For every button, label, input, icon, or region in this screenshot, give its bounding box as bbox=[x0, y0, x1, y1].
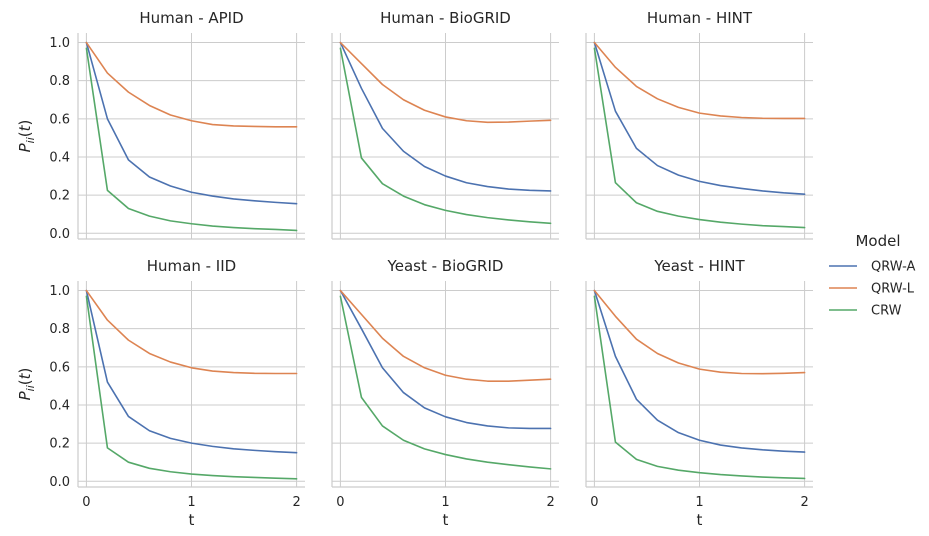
panel-title: Human - APID bbox=[139, 9, 243, 27]
x-tick-label: 1 bbox=[695, 495, 703, 510]
panel-title: Human - IID bbox=[147, 257, 236, 275]
legend-title: Model bbox=[855, 232, 900, 250]
x-tick-label: 0 bbox=[82, 495, 90, 510]
panel-title: Human - HINT bbox=[647, 9, 753, 27]
y-axis-label-subscript: ii bbox=[24, 385, 37, 391]
panel-title: Human - BioGRID bbox=[380, 9, 511, 27]
series-line-qrw-l bbox=[593, 289, 806, 375]
legend-label: CRW bbox=[871, 304, 902, 319]
facet-panel: Human - BioGRID bbox=[331, 9, 559, 240]
y-axis-label-p: P bbox=[16, 390, 34, 400]
panels-layer: Human - APID0.00.20.40.60.81.0Pii(t)Huma… bbox=[16, 9, 813, 529]
y-axis-label-p: P bbox=[16, 142, 34, 152]
y-tick-label: 0.0 bbox=[49, 227, 70, 242]
x-tick-label: 1 bbox=[187, 495, 195, 510]
x-tick-label: 0 bbox=[590, 495, 598, 510]
legend-label: QRW-A bbox=[871, 260, 915, 275]
y-axis-label-t: t bbox=[16, 372, 34, 379]
y-axis-label-close: ) bbox=[16, 120, 34, 126]
legend-label: QRW-L bbox=[871, 282, 915, 297]
x-axis-label: t bbox=[443, 511, 449, 529]
y-tick-label: 0.6 bbox=[49, 360, 70, 375]
series-line-qrw-a bbox=[593, 41, 806, 195]
series-line-qrw-l bbox=[339, 41, 552, 124]
x-tick-label: 2 bbox=[800, 495, 808, 510]
y-axis-label-close: ) bbox=[16, 368, 34, 374]
y-axis-label: Pii(t) bbox=[16, 368, 37, 401]
y-axis-label-t: t bbox=[16, 124, 34, 131]
series-line-crw bbox=[593, 295, 806, 480]
y-tick-label: 1.0 bbox=[49, 284, 70, 299]
y-tick-label: 0.8 bbox=[49, 74, 70, 89]
series-line-qrw-a bbox=[85, 289, 298, 454]
panel-title: Yeast - BioGRID bbox=[387, 257, 504, 275]
y-tick-label: 0.4 bbox=[49, 398, 70, 413]
series-line-qrw-l bbox=[85, 41, 298, 128]
y-tick-label: 1.0 bbox=[49, 36, 70, 51]
legend: Model QRW-A QRW-L CRW bbox=[829, 232, 915, 319]
series-line-qrw-a bbox=[593, 289, 806, 453]
y-axis-label-arg: ( bbox=[16, 131, 34, 137]
facet-panel: Human - APID 0.0 0.2 0.4 0.6 0.8 1.0 Pii(t) bbox=[16, 9, 305, 242]
y-axis-label: Pii(t) bbox=[16, 120, 37, 153]
x-axis-label: t bbox=[189, 511, 195, 529]
x-tick-label: 1 bbox=[441, 495, 449, 510]
y-tick-label: 0.8 bbox=[49, 322, 70, 337]
series-line-crw bbox=[593, 47, 806, 229]
x-axis-label: t bbox=[697, 511, 703, 529]
facet-panel: Human - HINT bbox=[585, 9, 813, 240]
y-tick-label: 0.0 bbox=[49, 475, 70, 490]
y-tick-label: 0.4 bbox=[49, 150, 70, 165]
series-line-crw bbox=[339, 47, 552, 225]
x-tick-label: 2 bbox=[546, 495, 554, 510]
series-line-crw bbox=[85, 47, 298, 232]
y-tick-label: 0.2 bbox=[49, 189, 70, 204]
facet-panel: Yeast - BioGRID 0 1 2 t bbox=[331, 257, 559, 529]
series-line-crw bbox=[85, 295, 298, 480]
y-tick-label: 0.2 bbox=[49, 437, 70, 452]
x-tick-label: 2 bbox=[292, 495, 300, 510]
y-axis-label-subscript: ii bbox=[24, 137, 37, 143]
series-line-qrw-a bbox=[339, 289, 552, 430]
series-line-qrw-l bbox=[85, 289, 298, 375]
series-line-qrw-a bbox=[339, 41, 552, 192]
series-line-qrw-a bbox=[85, 41, 298, 205]
series-line-qrw-l bbox=[593, 41, 806, 120]
y-tick-label: 0.6 bbox=[49, 112, 70, 127]
series-line-qrw-l bbox=[339, 289, 552, 382]
panel-title: Yeast - HINT bbox=[653, 257, 745, 275]
x-tick-label: 0 bbox=[336, 495, 344, 510]
facet-panel: Yeast - HINT 0 1 2 t bbox=[585, 257, 813, 529]
series-line-crw bbox=[339, 295, 552, 470]
y-axis-label-arg: ( bbox=[16, 379, 34, 385]
